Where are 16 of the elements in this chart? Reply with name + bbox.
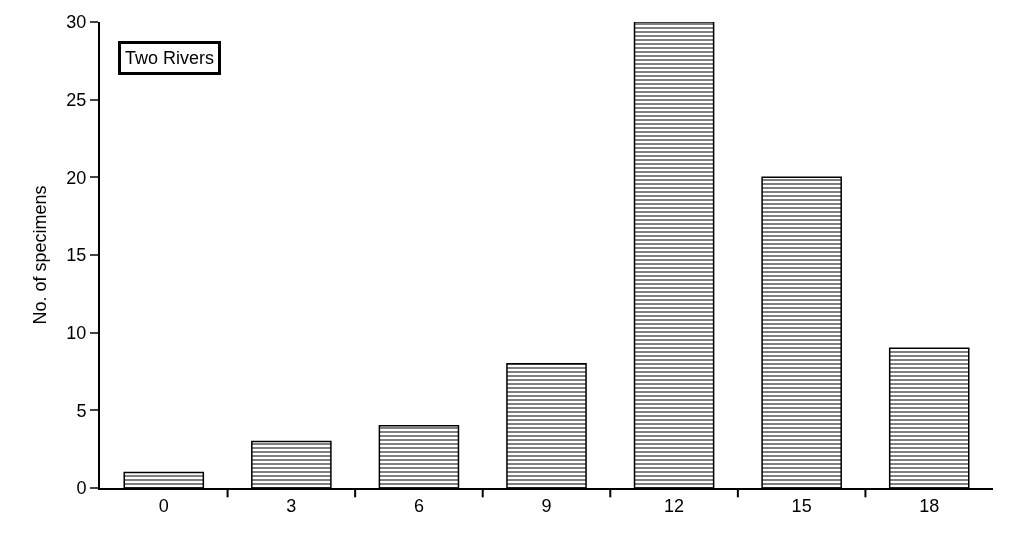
y-tick-label: 10: [66, 322, 87, 343]
annotation: Two Rivers: [125, 48, 215, 68]
y-tick-label: 0: [76, 478, 87, 499]
x-tick-label: 12: [664, 495, 685, 516]
x-tick-label: 3: [286, 495, 297, 516]
y-tick-label: 20: [66, 167, 87, 188]
x-tick-label: 15: [791, 495, 812, 516]
x-tick-label: 0: [158, 495, 169, 516]
x-tick-label: 18: [919, 495, 940, 516]
y-tick-label: 15: [66, 245, 87, 266]
y-tick-label: 5: [76, 400, 87, 421]
y-axis-title: No. of specimens: [30, 185, 51, 325]
y-tick-label: 25: [66, 89, 87, 110]
y-tick-label: 30: [66, 12, 87, 33]
x-tick-label: 9: [541, 495, 552, 516]
x-tick-label: 6: [413, 495, 424, 516]
